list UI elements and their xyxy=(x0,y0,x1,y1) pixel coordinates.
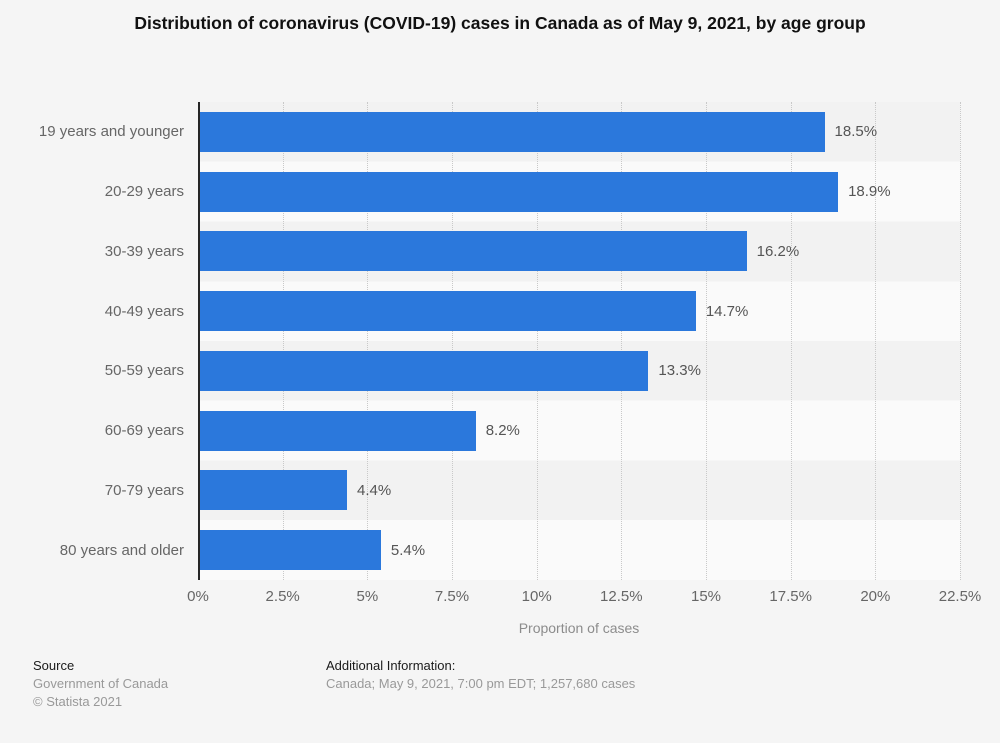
chart-row: 19 years and younger 18.5% xyxy=(0,102,1000,162)
x-tick-label: 5% xyxy=(356,588,379,605)
x-tick-label: 0% xyxy=(187,588,209,605)
y-axis-line xyxy=(198,102,200,580)
category-label: 20-29 years xyxy=(104,183,184,201)
gridline xyxy=(621,102,623,580)
chart-row: 70-79 years 4.4% xyxy=(0,461,1000,521)
bar xyxy=(198,291,696,332)
x-tick-label: 22.5% xyxy=(938,588,982,605)
gridline xyxy=(790,102,792,580)
value-label: 4.4% xyxy=(357,481,392,499)
plot-cell: 16.2% xyxy=(198,222,960,282)
additional-info-label: Additional Information: xyxy=(326,658,456,673)
category-label: 70-79 years xyxy=(104,481,184,499)
source-name: Government of Canada xyxy=(33,676,169,691)
category-label: 40-49 years xyxy=(104,302,184,320)
bar xyxy=(198,530,381,571)
plot-cell: 18.9% xyxy=(198,162,960,222)
chart-rows: 19 years and younger 18.5% 20-29 years 18.9… xyxy=(0,102,1000,580)
x-tick-label: 20% xyxy=(860,588,891,605)
chart-title: Distribution of coronavirus (COVID-19) c… xyxy=(134,13,866,33)
additional-info-block: Additional Information: Canada; May 9, 2… xyxy=(326,657,635,693)
value-label: 8.2% xyxy=(485,422,520,440)
plot-cell: 5.4% xyxy=(198,520,960,580)
gridline xyxy=(875,102,877,580)
statista-copyright: © Statista 2021 xyxy=(33,694,123,709)
category-label: 50-59 years xyxy=(104,362,184,380)
category-label: 30-39 years xyxy=(104,242,184,260)
category-label: 80 years and older xyxy=(59,541,184,559)
gridline xyxy=(367,102,369,580)
bar xyxy=(198,171,839,212)
value-label: 5.4% xyxy=(390,541,426,559)
gridline xyxy=(452,102,453,580)
x-tick-label: 12.5% xyxy=(600,588,643,605)
source-block: Source Government of Canada © Statista 2… xyxy=(33,657,168,711)
chart-row: 20-29 years 18.9% xyxy=(0,162,1000,222)
chart-row: 60-69 years 8.2% xyxy=(0,401,1000,461)
bar xyxy=(198,111,825,152)
gridline xyxy=(536,102,538,580)
chart-row: 80 years and older 5.4% xyxy=(0,520,1000,580)
chart-row: 30-39 years 16.2% xyxy=(0,222,1000,282)
x-tick-label: 17.5% xyxy=(769,588,812,605)
additional-info-text: Canada; May 9, 2021, 7:00 pm EDT; 1,257,… xyxy=(326,676,636,691)
gridline xyxy=(960,102,961,580)
chart-row: 40-49 years 14.7% xyxy=(0,281,1000,341)
value-label: 13.3% xyxy=(658,362,701,380)
x-axis-title: Proportion of cases xyxy=(518,620,640,636)
category-label: 60-69 years xyxy=(104,422,184,440)
plot-cell: 13.3% xyxy=(198,341,960,401)
value-label: 16.2% xyxy=(756,242,800,260)
bar xyxy=(198,350,649,391)
chart-row: 50-59 years 13.3% xyxy=(0,341,1000,401)
source-label: Source xyxy=(33,658,75,673)
x-tick-label: 7.5% xyxy=(434,588,470,605)
bar-chart: 19 years and younger 18.5% 20-29 years 18.9… xyxy=(0,102,1000,636)
bar xyxy=(198,231,747,272)
value-label: 14.7% xyxy=(705,302,749,320)
plot-cell: 14.7% xyxy=(198,281,960,341)
x-tick-label: 2.5% xyxy=(265,588,300,605)
bar xyxy=(198,470,347,511)
value-label: 18.9% xyxy=(848,183,891,201)
category-label: 19 years and younger xyxy=(38,123,184,141)
gridline xyxy=(706,102,707,580)
x-tick-label: 15% xyxy=(690,588,722,605)
gridline xyxy=(282,102,284,580)
x-tick-label: 10% xyxy=(521,588,552,605)
x-axis-ticks: 0% 2.5% 5% 7.5% 10% 12.5% 15% 17.5% 20% 22.5% xyxy=(0,588,1000,608)
value-label: 18.5% xyxy=(834,123,878,141)
plot-cell: 8.2% xyxy=(198,401,960,461)
plot-cell: 4.4% xyxy=(198,461,960,521)
plot-cell: 18.5% xyxy=(198,102,960,162)
bar xyxy=(198,410,476,451)
